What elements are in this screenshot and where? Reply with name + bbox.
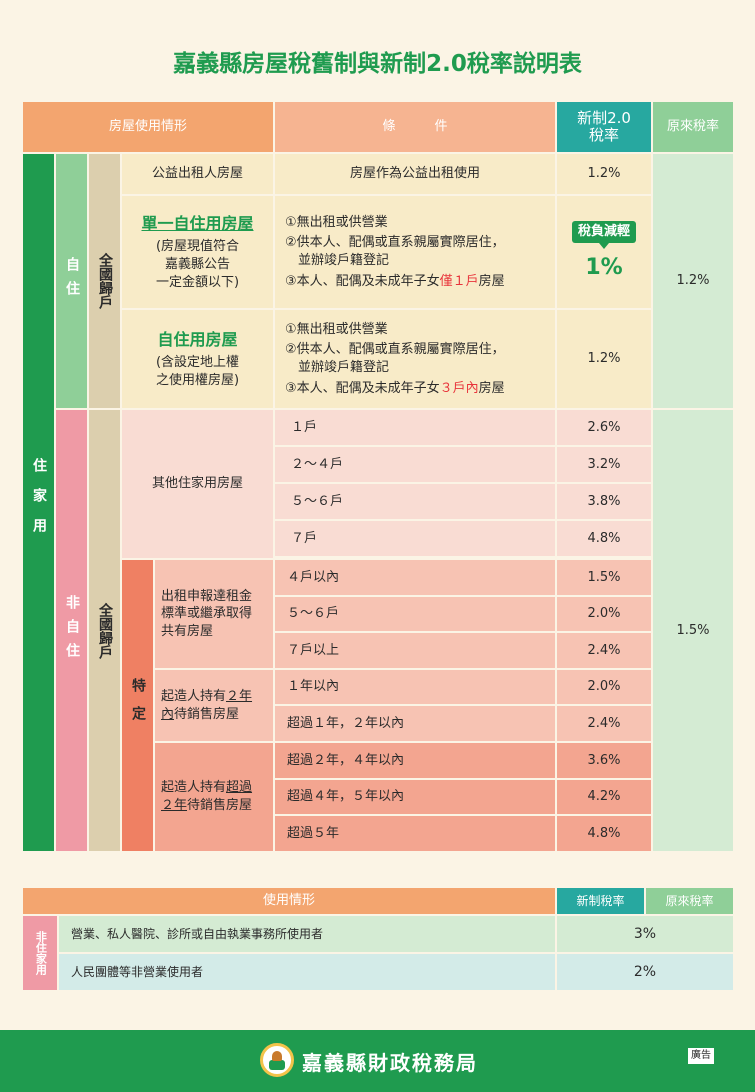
other-res-condition: ５～６戶 <box>275 484 555 519</box>
builder-2-condition: 超過１年，２年以內 <box>275 706 555 741</box>
header-usage: 房屋使用情形 <box>23 102 273 152</box>
rental-rate: 1.5% <box>557 560 651 595</box>
group-nationwide-non: 全國歸戶 <box>89 410 120 851</box>
single-self-note: (房屋現值符合 嘉義縣公告 一定金額以下) <box>155 239 240 290</box>
t2-row-rate: 2% <box>557 954 733 990</box>
self-use-cond-1: ①無出租或供營業 <box>285 321 388 337</box>
self-use-cond-3a: ③本人、配偶及未成年子女 <box>285 380 440 396</box>
single-self-cond-3a: ③本人、配偶及未成年子女 <box>285 273 440 289</box>
builder-2-name-b: ２年 <box>226 688 253 704</box>
ad-label: 廣告 <box>688 1048 714 1064</box>
builder-over-condition: 超過５年 <box>275 816 555 851</box>
row-single-self-rate: 稅負減輕 1% <box>557 196 651 308</box>
other-res-rate: 3.8% <box>557 484 651 519</box>
t2-row-rate: 3% <box>557 916 733 952</box>
builder-over-rate: 4.2% <box>557 779 651 815</box>
builder-over-condition: 超過４年，５年以內 <box>275 779 555 815</box>
self-use-cond-2: ②供本人、配偶或直系親屬實際居住， 並辦竣戶籍登記 <box>285 342 505 375</box>
other-res-condition: ２～４戶 <box>275 447 555 482</box>
single-self-cond-2: ②供本人、配偶或直系親屬實際居住， 並辦竣戶籍登記 <box>285 235 505 268</box>
rental-rate: 2.0% <box>557 596 651 632</box>
group-non-self-use: 非自住 <box>56 410 87 851</box>
builder-over-name-b: 超過 <box>226 780 253 796</box>
row-self-use-name: 自住用房屋 (含設定地上權 之使用權房屋) <box>122 310 273 408</box>
header-condition: 條 件 <box>275 102 555 152</box>
self-use-cond-3: ③本人、配偶及未成年子女３戶內房屋 <box>285 380 505 398</box>
row-self-use-condition: ①無出租或供營業 ②供本人、配偶或直系親屬實際居住， 並辦竣戶籍登記 ③本人、配… <box>275 310 555 408</box>
rental-condition: ７戶以上 <box>275 633 555 668</box>
header-new-rate: 新制2.0 稅率 <box>557 102 651 152</box>
single-self-cond-1: ①無出租或供營業 <box>285 214 388 230</box>
builder-over-name-c: ２年 <box>161 798 188 813</box>
tax-relief-badge: 稅負減輕 <box>571 221 636 249</box>
builder-over-rate: 4.8% <box>557 816 651 851</box>
group-nationwide-self: 全國歸戶 <box>89 154 120 408</box>
rental-rate: 2.4% <box>557 633 651 668</box>
row-single-self-name: 單一自住用房屋 (房屋現值符合 嘉義縣公告 一定金額以下) <box>122 196 273 308</box>
row-self-use-rate: 1.2% <box>557 310 651 408</box>
single-self-cond-3c: 房屋 <box>478 273 505 289</box>
single-self-cond-3: ③本人、配偶及未成年子女僅１戶房屋 <box>285 273 505 291</box>
single-self-title: 單一自住用房屋 <box>141 213 254 233</box>
self-use-title: 自住用房屋 <box>157 329 238 349</box>
other-res-name: 其他住家用房屋 <box>122 410 273 558</box>
row-single-self-condition: ①無出租或供營業 ②供本人、配偶或直系親屬實際居住， 並辦竣戶籍登記 ③本人、配… <box>275 196 555 308</box>
builder-over-name-a: 起造人持有 <box>161 780 227 796</box>
old-rate-non: 1.5% <box>653 410 733 851</box>
old-rate-self: 1.2% <box>653 154 733 408</box>
single-self-rate-value: 1% <box>585 254 623 280</box>
builder-2-name-a: 起造人持有 <box>161 688 227 704</box>
single-self-cond-3b: 僅１戶 <box>439 273 479 289</box>
header-old-rate: 原來稅率 <box>653 102 733 152</box>
row-public-rental-name: 公益出租人房屋 <box>122 154 273 194</box>
builder-2-name: 起造人持有２年內待銷售房屋 <box>155 670 273 741</box>
other-res-condition: １戶 <box>275 410 555 445</box>
builder-over-condition: 超過２年，４年以內 <box>275 743 555 778</box>
rental-condition: ４戶以內 <box>275 560 555 595</box>
self-use-cond-3b: ３戶內 <box>439 380 479 396</box>
other-res-rate: 2.6% <box>557 410 651 445</box>
t2-header-usage: 使用情形 <box>23 888 555 914</box>
group-self-use: 自住 <box>56 154 87 408</box>
row-public-rental-rate: 1.2% <box>557 154 651 194</box>
self-use-cond-3c: 房屋 <box>478 380 505 396</box>
self-use-note: (含設定地上權 之使用權房屋) <box>155 355 240 388</box>
builder-over-name-d: 待銷售房屋 <box>187 798 253 813</box>
footer-bar: 嘉義縣財政稅務局 廣告 <box>0 1030 755 1092</box>
other-res-rate: 3.2% <box>557 447 651 482</box>
row-public-rental-condition: 房屋作為公益出租使用 <box>275 154 555 194</box>
page-title: 嘉義縣房屋稅舊制與新制2.0稅率說明表 <box>173 51 582 77</box>
t2-header-old-rate: 原來稅率 <box>646 888 733 914</box>
builder-2-name-c: 內 <box>161 706 175 722</box>
t2-header-new-rate: 新制稅率 <box>557 888 644 914</box>
group-special: 特定 <box>122 560 153 851</box>
agency-name: 嘉義縣財政稅務局 <box>302 1051 478 1075</box>
group-residential: 住家用 <box>23 154 54 851</box>
other-res-rate: 4.8% <box>557 521 651 556</box>
t2-row-name: 人民團體等非營業使用者 <box>59 954 555 990</box>
builder-2-rate: 2.4% <box>557 706 651 741</box>
builder-2-condition: １年以內 <box>275 669 555 705</box>
rental-name: 出租申報達租金 標準或繼承取得 共有房屋 <box>155 560 273 668</box>
builder-over-rate: 3.6% <box>557 743 651 778</box>
t2-group-non-residential: 非住家用 <box>23 916 57 990</box>
other-res-condition: ７戶 <box>275 521 555 556</box>
rental-condition: ５～６戶 <box>275 596 555 632</box>
agency-logo-icon <box>260 1043 294 1077</box>
builder-2-name-d: 待銷售房屋 <box>174 706 240 722</box>
builder-2-rate: 2.0% <box>557 669 651 705</box>
t2-row-name: 營業、私人醫院、診所或自由執業事務所使用者 <box>59 916 555 952</box>
builder-over-name: 起造人持有超過 ２年待銷售房屋 <box>155 743 273 851</box>
